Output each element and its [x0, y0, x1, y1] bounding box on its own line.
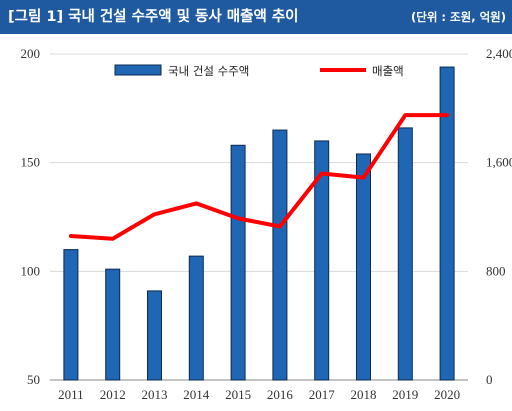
x-tick-label: 2012: [100, 387, 126, 402]
bar-2013: [147, 290, 162, 381]
left-tick-label: 100: [21, 263, 41, 278]
bar-2017: [314, 140, 330, 381]
bar-2019: [397, 127, 413, 381]
legend-line-label: 매출액: [372, 64, 404, 78]
legend-bar-swatch: [114, 64, 162, 76]
right-tick-label: 800: [486, 263, 506, 278]
title-bar: [그림 1] 국내 건설 수주액 및 동사 매출액 추이 (단위 : 조원, 억…: [0, 0, 512, 34]
x-tick-label: 2011: [58, 387, 84, 402]
left-tick-label: 200: [21, 46, 41, 61]
x-tick-label: 2018: [351, 387, 377, 402]
left-tick-label: 150: [21, 155, 41, 170]
x-tick-label: 2014: [183, 387, 210, 402]
x-tick-label: 2013: [142, 387, 168, 402]
x-tick-label: 2015: [225, 387, 251, 402]
x-tick-label: 2017: [309, 387, 336, 402]
right-tick-label: 2,400: [486, 46, 512, 61]
chart-title: [그림 1] 국내 건설 수주액 및 동사 매출액 추이: [8, 9, 299, 25]
sales-line: [68, 113, 450, 241]
bar-2015: [230, 144, 246, 381]
bar-2014: [188, 255, 204, 381]
right-tick-label: 0: [486, 372, 493, 387]
x-tick-label: 2016: [267, 387, 294, 402]
x-tick-label: 2020: [434, 387, 460, 402]
bar-2016: [272, 129, 288, 381]
unit-label: (단위 : 조원, 억원): [411, 10, 506, 24]
combo-chart: 50 100 150 200 0 800 1,600 2,400 2011 2012 2013 201…: [21, 46, 512, 402]
bar-2018: [356, 153, 371, 381]
left-tick-label: 50: [27, 372, 40, 387]
right-tick-label: 1,600: [486, 155, 512, 170]
bar-2012: [105, 268, 121, 381]
x-tick-label: 2019: [392, 387, 418, 402]
bar-2020: [439, 66, 455, 381]
legend-bar-label: 국내 건설 수주액: [168, 64, 249, 78]
bar-2011: [63, 249, 79, 381]
